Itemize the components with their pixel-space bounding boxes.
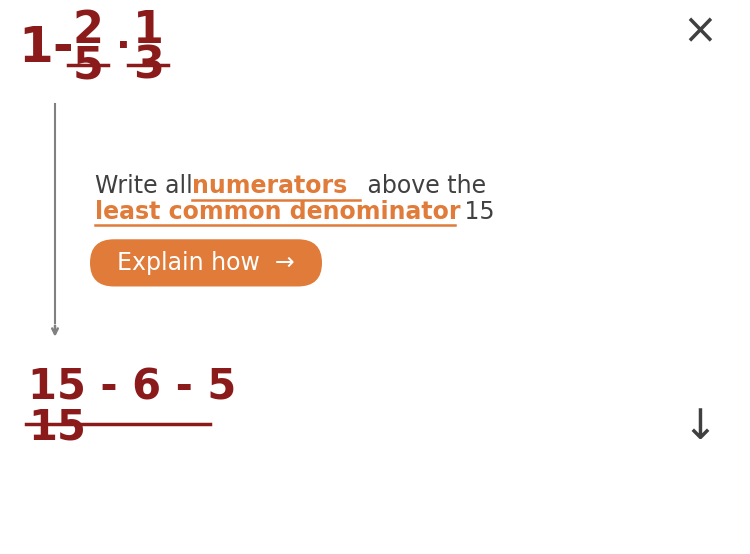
Text: 15: 15 xyxy=(457,199,495,223)
Text: ×: × xyxy=(682,11,718,53)
FancyBboxPatch shape xyxy=(90,239,322,286)
Text: ↓: ↓ xyxy=(682,406,718,448)
Text: 1-: 1- xyxy=(18,24,74,72)
Text: Write all: Write all xyxy=(95,174,200,198)
Text: 15 - 6 - 5: 15 - 6 - 5 xyxy=(28,366,236,408)
Text: 15: 15 xyxy=(28,407,86,449)
Text: 2: 2 xyxy=(73,9,104,53)
Text: ·: · xyxy=(116,28,130,66)
Text: 1: 1 xyxy=(133,9,164,53)
Text: above the: above the xyxy=(360,174,486,198)
Text: least common denominator: least common denominator xyxy=(95,199,460,223)
Text: 5: 5 xyxy=(73,45,104,88)
Text: 3: 3 xyxy=(133,45,164,88)
Text: numerators: numerators xyxy=(192,174,347,198)
Text: Explain how  →: Explain how → xyxy=(117,251,295,275)
